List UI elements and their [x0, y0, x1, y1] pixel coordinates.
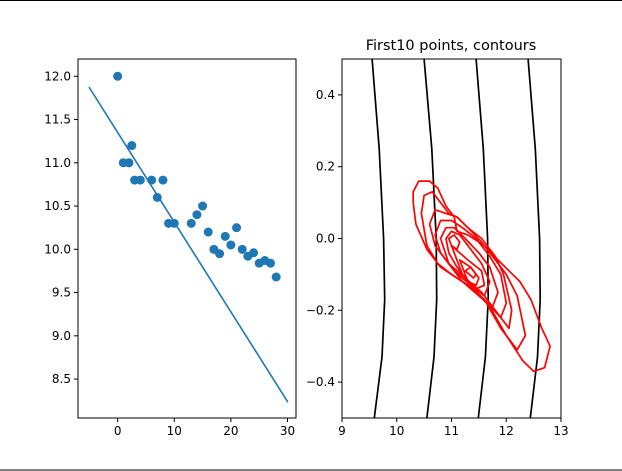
- black-contour-line: [475, 59, 490, 418]
- left-x-tick-label: 20: [223, 424, 238, 438]
- right-x-tick-label: 12: [499, 424, 514, 438]
- scatter-point: [220, 231, 230, 241]
- right-y-tick-label: 0.4: [316, 88, 335, 102]
- scatter-point: [203, 227, 213, 237]
- red-contour-line: [439, 226, 499, 308]
- right-x-tick-label: 11: [444, 424, 459, 438]
- red-contour-line: [464, 266, 477, 279]
- right-x-axis: 9 10 11 12 13: [338, 418, 569, 438]
- red-contour-line: [447, 234, 461, 251]
- left-series-group: [88, 71, 289, 403]
- right-x-tick-label: 9: [338, 424, 346, 438]
- scatter-point: [127, 141, 137, 151]
- right-y-tick-label: 0.2: [316, 160, 335, 174]
- red-contour-line: [450, 244, 486, 290]
- scatter-point: [198, 201, 208, 211]
- scatter-point: [186, 218, 196, 228]
- black-contour-line: [423, 59, 438, 418]
- left-y-tick-label: 10.0: [44, 242, 71, 256]
- red-contour-line: [445, 230, 491, 297]
- right-panel-title: First10 points, contours: [366, 38, 537, 54]
- scatter-point: [249, 248, 259, 258]
- fit-line: [88, 86, 289, 403]
- right-y-axis: −0.4 −0.2 0.0 0.2 0.4: [306, 88, 342, 389]
- scatter-point: [271, 272, 281, 282]
- left-axes-frame: [77, 58, 297, 419]
- scatter-point: [113, 71, 123, 81]
- left-y-tick-label: 11.0: [44, 156, 71, 170]
- right-y-tick-label: 0.0: [316, 232, 335, 246]
- black-contour-line: [371, 59, 386, 418]
- right-x-tick-label: 10: [389, 424, 404, 438]
- scatter-point: [226, 240, 236, 250]
- right-series-group: [371, 59, 551, 418]
- left-y-tick-label: 12.0: [44, 69, 71, 83]
- scatter-point: [232, 223, 242, 233]
- left-y-tick-label: 11.5: [44, 113, 71, 127]
- right-plot-area: [371, 59, 551, 418]
- left-y-tick-label: 8.5: [52, 372, 71, 386]
- left-scatter-panel: 0 10 20 30 8.5 9.0 9.5 10.0 10.5 11.0 11.5 12.0: [44, 58, 297, 438]
- red-contour-line: [428, 208, 513, 330]
- left-y-axis: 8.5 9.0 9.5 10.0 10.5 11.0 11.5 12.0: [44, 69, 78, 386]
- scatter-point: [135, 175, 145, 185]
- left-y-tick-label: 10.5: [44, 199, 71, 213]
- scatter-point: [124, 158, 134, 168]
- right-y-tick-label: −0.4: [306, 375, 335, 389]
- left-y-tick-label: 9.0: [52, 329, 71, 343]
- scatter-point: [237, 244, 247, 254]
- left-x-tick-label: 10: [167, 424, 182, 438]
- scatter-point: [266, 258, 276, 268]
- right-contour-panel: First10 points, contours 9 10 11 12 13 −0.4−…: [306, 38, 569, 438]
- scatter-point: [192, 210, 202, 220]
- scatter-point: [215, 249, 225, 259]
- left-plot-area: [88, 71, 289, 403]
- scatter-point: [158, 175, 168, 185]
- red-contour-line: [458, 259, 480, 287]
- black-contour-line: [527, 59, 542, 418]
- right-x-tick-label: 13: [553, 424, 568, 438]
- left-x-tick-label: 30: [280, 424, 295, 438]
- left-x-axis: 0 10 20 30: [114, 418, 295, 438]
- red-contour-line: [420, 190, 527, 351]
- left-y-tick-label: 9.5: [52, 286, 71, 300]
- right-y-tick-label: −0.2: [306, 303, 335, 317]
- left-x-tick-label: 0: [114, 424, 122, 438]
